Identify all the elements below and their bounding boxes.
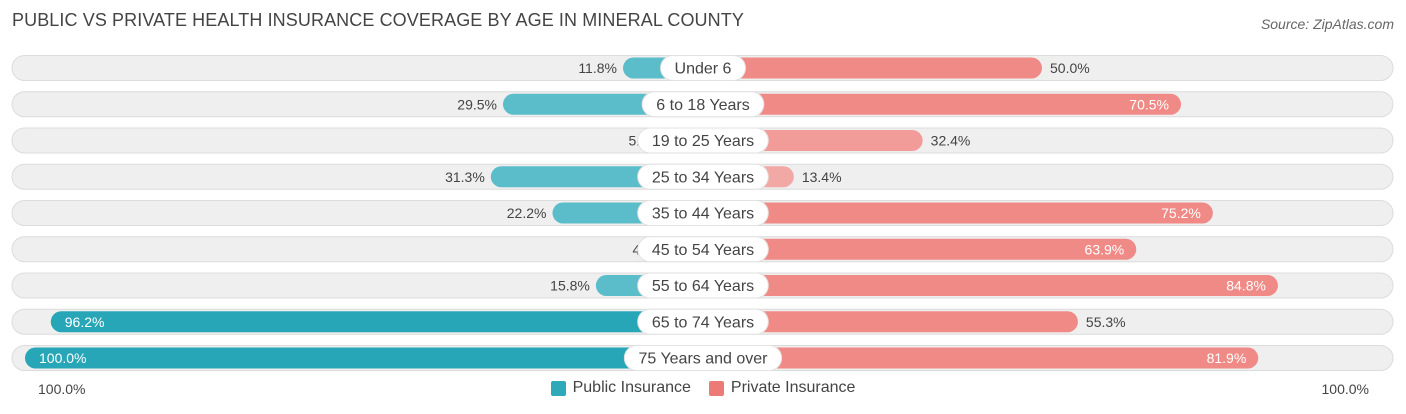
category-label: 6 to 18 Years [656,97,749,114]
private-bar [703,57,1042,79]
category-label: 65 to 74 Years [652,314,754,331]
public-value-label: 11.8% [578,60,617,76]
category-pill [641,91,765,118]
legend-swatch-private [708,380,724,396]
private-value-label: 81.9% [1207,350,1247,366]
source-label: Source: ZipAtlas.com [1260,16,1394,32]
private-bar [703,93,1181,115]
axis-left-label: 100.0% [38,381,86,397]
category-label: 45 to 54 Years [652,242,754,259]
public-bar [25,347,703,369]
public-value-label: 31.3% [445,169,485,185]
public-value-label: 22.2% [507,205,547,221]
legend-label-public: Public Insurance [572,379,691,396]
private-value-label: 55.3% [1086,314,1126,330]
legend-swatch-public [550,380,566,396]
private-bar [703,275,1278,296]
private-value-label: 32.4% [931,133,971,149]
private-value-label: 75.2% [1161,205,1201,221]
private-bar [703,347,1259,369]
category-pill [637,272,769,299]
private-bar [703,202,1213,224]
private-bar [703,311,1078,333]
category-label: 75 Years and over [639,351,769,368]
private-value-label: 13.4% [802,169,842,185]
category-label: 35 to 44 Years [652,206,754,223]
private-value-label: 84.8% [1226,278,1266,294]
public-value-label: 100.0% [39,350,86,366]
legend-label-private: Private Insurance [730,379,856,396]
category-pill [637,163,769,190]
chart-area: 11.8% 50.0% Under 6 29.5% 70.5% 6 to 18 Years… [11,55,1394,371]
category-label: 25 to 34 Years [652,169,754,186]
private-bar [703,238,1137,260]
public-value-label: 15.8% [550,278,590,294]
category-pill [637,236,769,263]
legend: Public Insurance Private Insurance [0,379,1406,397]
category-label: Under 6 [675,61,732,78]
category-pill [637,308,769,335]
chart-title: PUBLIC VS PRIVATE HEALTH INSURANCE COVER… [12,10,744,30]
legend-item-private: Private Insurance [708,379,856,397]
category-pill [637,127,769,154]
private-value-label: 63.9% [1085,241,1125,257]
private-value-label: 50.0% [1050,60,1090,76]
public-bar [50,311,704,333]
category-pill [623,345,783,371]
legend-item-public: Public Insurance [550,379,691,397]
category-pill [637,200,769,226]
public-value-label: 29.5% [457,96,497,112]
category-label: 55 to 64 Years [652,278,754,295]
category-label: 19 to 25 Years [652,133,754,150]
axis-right-label: 100.0% [1321,381,1369,397]
private-value-label: 70.5% [1129,96,1169,112]
public-value-label: 96.2% [65,314,105,330]
category-pill [660,55,746,81]
